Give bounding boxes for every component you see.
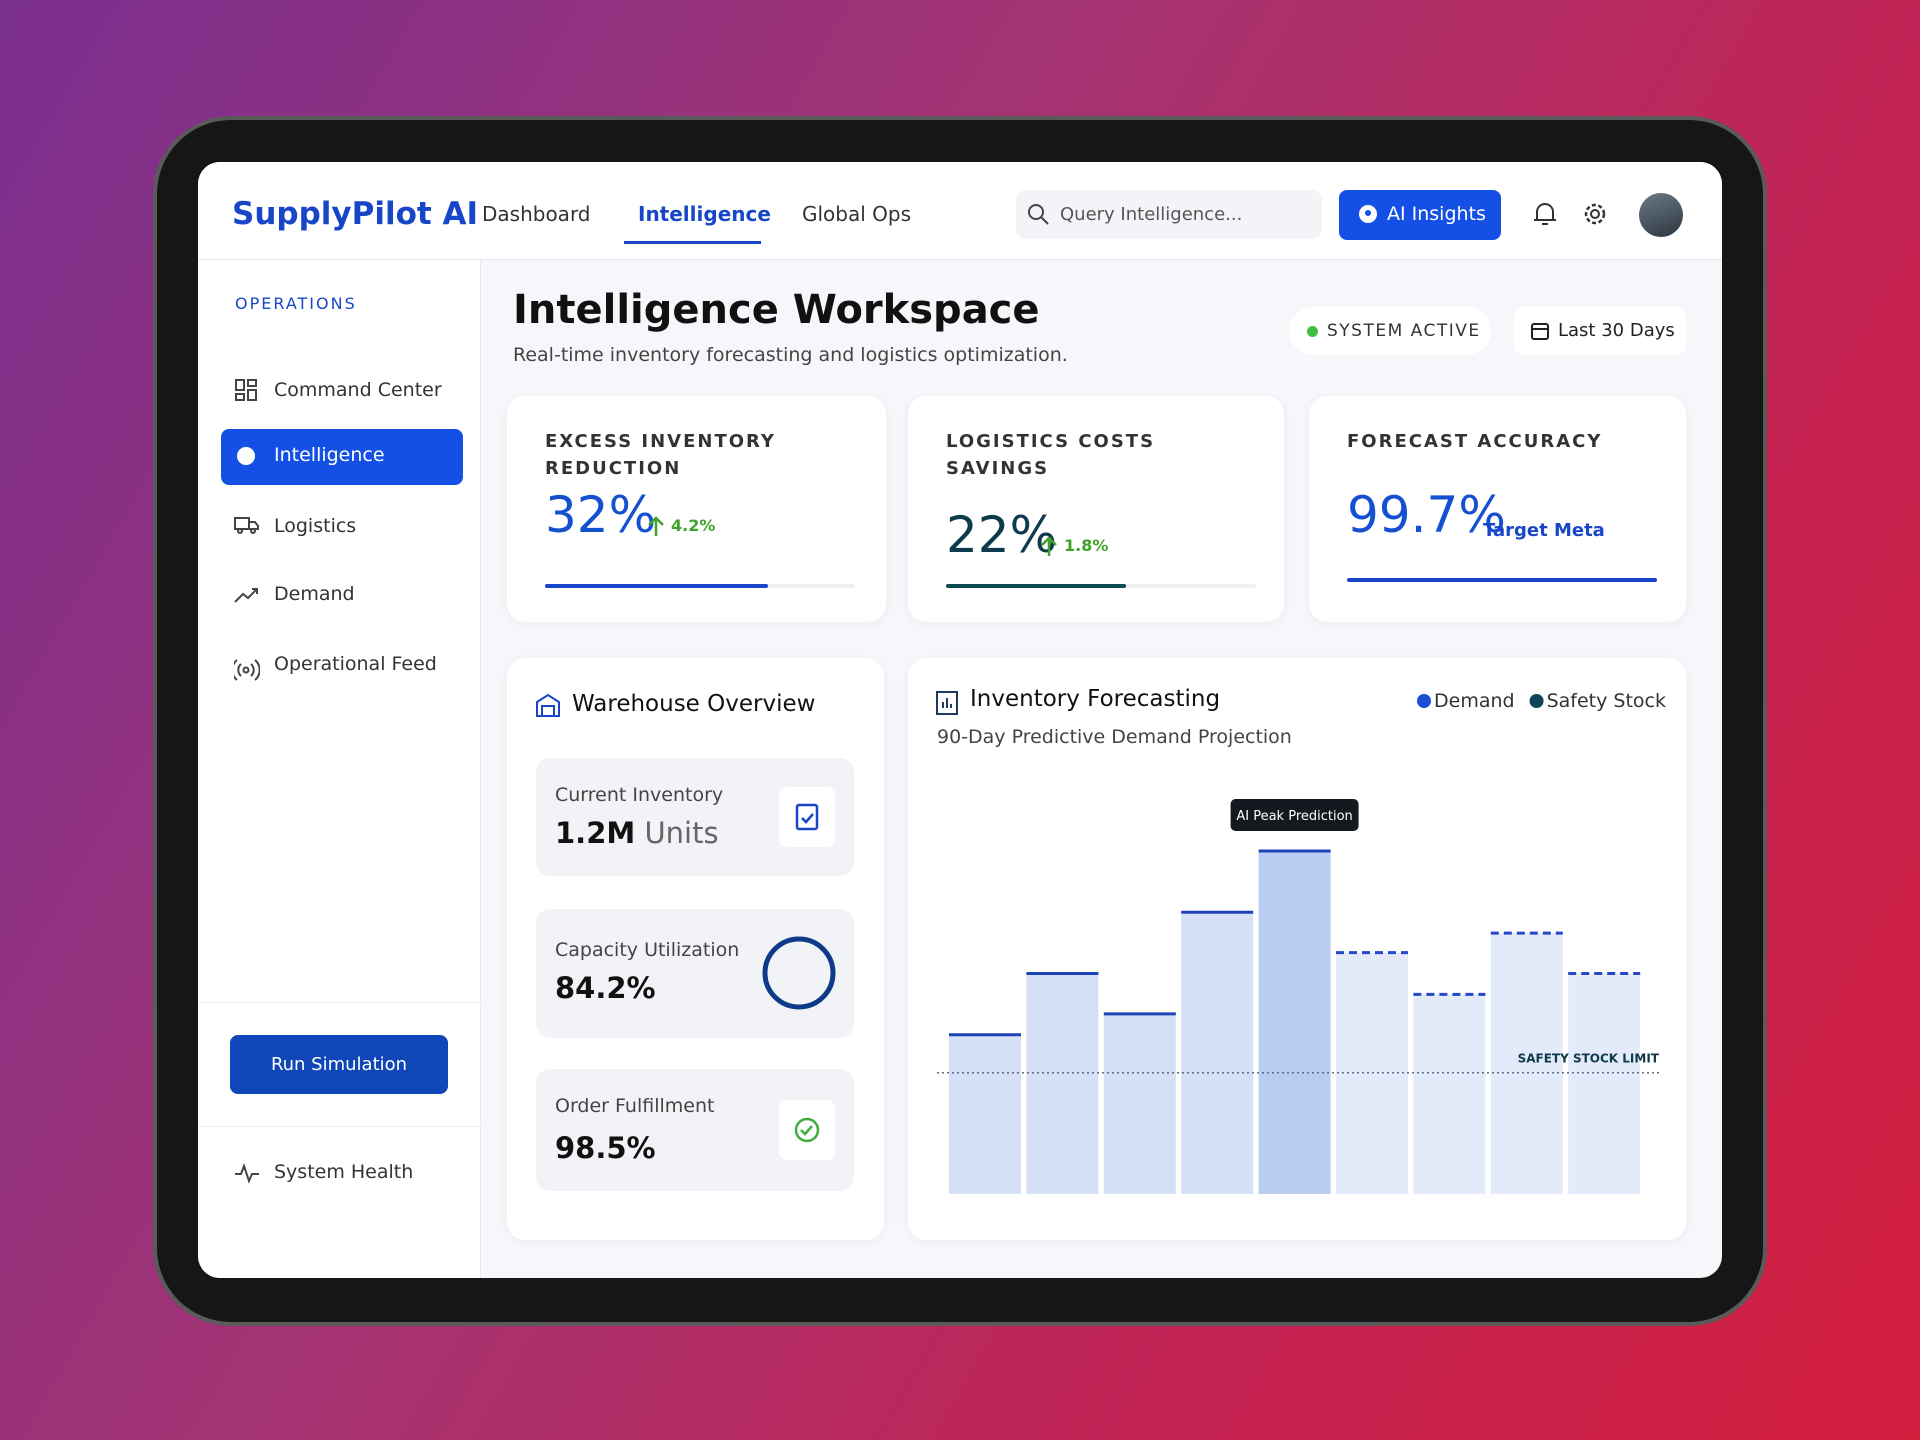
run-simulation-button[interactable]: Run Simulation xyxy=(230,1035,448,1094)
section-label: OPERATIONS xyxy=(235,294,357,313)
legend-swatch xyxy=(1417,694,1431,708)
settings-icon[interactable] xyxy=(1581,200,1609,228)
page-subtitle: Real-time inventory forecasting and logi… xyxy=(513,344,1068,366)
sidebar: OPERATIONS Command Center Intelligence L… xyxy=(198,260,481,1278)
bar xyxy=(1490,933,1563,1194)
chart-subtitle: 90-Day Predictive Demand Projection xyxy=(937,726,1292,748)
screen: SupplyPilot AI Dashboard Intelligence Gl… xyxy=(198,162,1722,1278)
menu-item[interactable]: Operational Feed xyxy=(274,653,437,675)
health-icon xyxy=(235,1163,259,1184)
stat-label: Current Inventory xyxy=(555,784,724,806)
legend-label: Safety Stock xyxy=(1547,690,1666,712)
tooltip-bg xyxy=(1230,799,1359,831)
menu-item[interactable]: Command Center xyxy=(274,379,442,401)
avatar[interactable] xyxy=(1639,193,1683,237)
status-text: SYSTEM ACTIVE xyxy=(1327,321,1481,341)
kpi-card: FORECAST ACCURACY 99.7% Target Meta xyxy=(1309,396,1686,622)
nav-link[interactable]: Intelligence xyxy=(638,202,771,226)
menu-item[interactable]: Logistics xyxy=(274,515,357,537)
menu-icons xyxy=(234,379,260,681)
delta-text: 4.2% xyxy=(671,516,716,535)
capacity-ring xyxy=(762,936,836,1010)
stat-label: Order Fulfillment xyxy=(555,1095,715,1117)
stat-label: Capacity Utilization xyxy=(555,939,740,961)
kpi-note: Target Meta xyxy=(1483,520,1605,541)
legend-swatch xyxy=(1529,694,1544,708)
clipboard-icon xyxy=(779,787,835,847)
bar xyxy=(1258,851,1331,1194)
search[interactable]: Query Intelligence... xyxy=(1016,190,1322,239)
stat-card: Current Inventory 1.2M Units xyxy=(536,758,854,876)
kpi-label: FORECAST ACCURACY xyxy=(1347,431,1603,452)
stat-value: 1.2M xyxy=(555,816,636,850)
chart-title: Inventory Forecasting xyxy=(970,686,1220,712)
progress-bar xyxy=(1347,578,1657,582)
menu-item[interactable]: System Health xyxy=(274,1161,414,1183)
delta-text: 1.8% xyxy=(1064,536,1109,555)
search-placeholder: Query Intelligence... xyxy=(1060,204,1243,225)
page-title: Intelligence Workspace xyxy=(513,287,1040,333)
kpi-delta: 1.8% xyxy=(1040,536,1109,556)
bar xyxy=(1103,1013,1176,1194)
stat-unit: Units xyxy=(644,816,719,850)
header: SupplyPilot AI Dashboard Intelligence Gl… xyxy=(198,162,1722,260)
legend-label: Demand xyxy=(1434,690,1515,712)
kpi-delta: 4.2% xyxy=(647,516,716,536)
bar xyxy=(1181,912,1254,1194)
stat-value: 84.2% xyxy=(555,971,656,1005)
kpi-value: 32% xyxy=(545,486,657,544)
forecast-card: Inventory Forecasting 90-Day Predictive … xyxy=(908,658,1686,1240)
ai-insights-button[interactable]: AI Insights xyxy=(1339,190,1501,240)
divider xyxy=(198,1002,481,1003)
warehouse-card: Warehouse Overview Current Inventory 1.2… xyxy=(507,658,884,1240)
kpi-card: EXCESS INVENTORY REDUCTION 32% 4.2% xyxy=(507,396,886,622)
date-range[interactable]: Last 30 Days xyxy=(1514,307,1686,355)
status-pill: SYSTEM ACTIVE xyxy=(1289,307,1491,355)
warehouse-icon xyxy=(536,693,560,717)
kpi-card: LOGISTICS COSTS SAVINGS 22% 1.8% xyxy=(908,396,1284,622)
kpi-value: 22% xyxy=(946,506,1058,564)
search-icon xyxy=(1028,204,1049,225)
progress-bar xyxy=(946,584,1126,588)
menu-item[interactable]: Intelligence xyxy=(274,444,385,466)
menu-item-active[interactable] xyxy=(221,429,463,485)
arrow-up xyxy=(648,516,664,536)
date-range-text: Last 30 Days xyxy=(1558,320,1675,341)
check-icon xyxy=(779,1100,835,1160)
logo: SupplyPilot AI xyxy=(232,196,479,232)
bar xyxy=(1026,973,1099,1194)
nav-link[interactable]: Dashboard xyxy=(482,202,591,226)
kpi-value: 99.7% xyxy=(1347,486,1506,544)
safety-label: SAFETY STOCK LIMIT xyxy=(1518,1052,1660,1066)
tooltip-text: AI Peak Prediction xyxy=(1236,809,1352,824)
bar xyxy=(1568,973,1641,1194)
button-label: AI Insights xyxy=(1387,203,1486,225)
kpi-label: EXCESS INVENTORY REDUCTION xyxy=(545,431,776,479)
stat-card: Order Fulfillment 98.5% xyxy=(536,1069,854,1191)
stat-value: 98.5% xyxy=(555,1131,656,1165)
progress-bar xyxy=(545,584,769,588)
menu-item[interactable]: Demand xyxy=(274,583,355,605)
bar xyxy=(949,1034,1021,1194)
bell-icon[interactable] xyxy=(1532,200,1558,228)
card-title: Warehouse Overview xyxy=(572,691,816,717)
arrow-up xyxy=(1041,536,1057,556)
stat-card: Capacity Utilization 84.2% xyxy=(536,909,854,1038)
nav-underline xyxy=(624,241,761,244)
kpi-label: LOGISTICS COSTS SAVINGS xyxy=(946,431,1156,479)
nav-link[interactable]: Global Ops xyxy=(802,202,912,226)
chart: Inventory Forecasting 90-Day Predictive … xyxy=(936,686,1666,1194)
divider xyxy=(198,1126,481,1127)
bar xyxy=(1413,994,1486,1194)
